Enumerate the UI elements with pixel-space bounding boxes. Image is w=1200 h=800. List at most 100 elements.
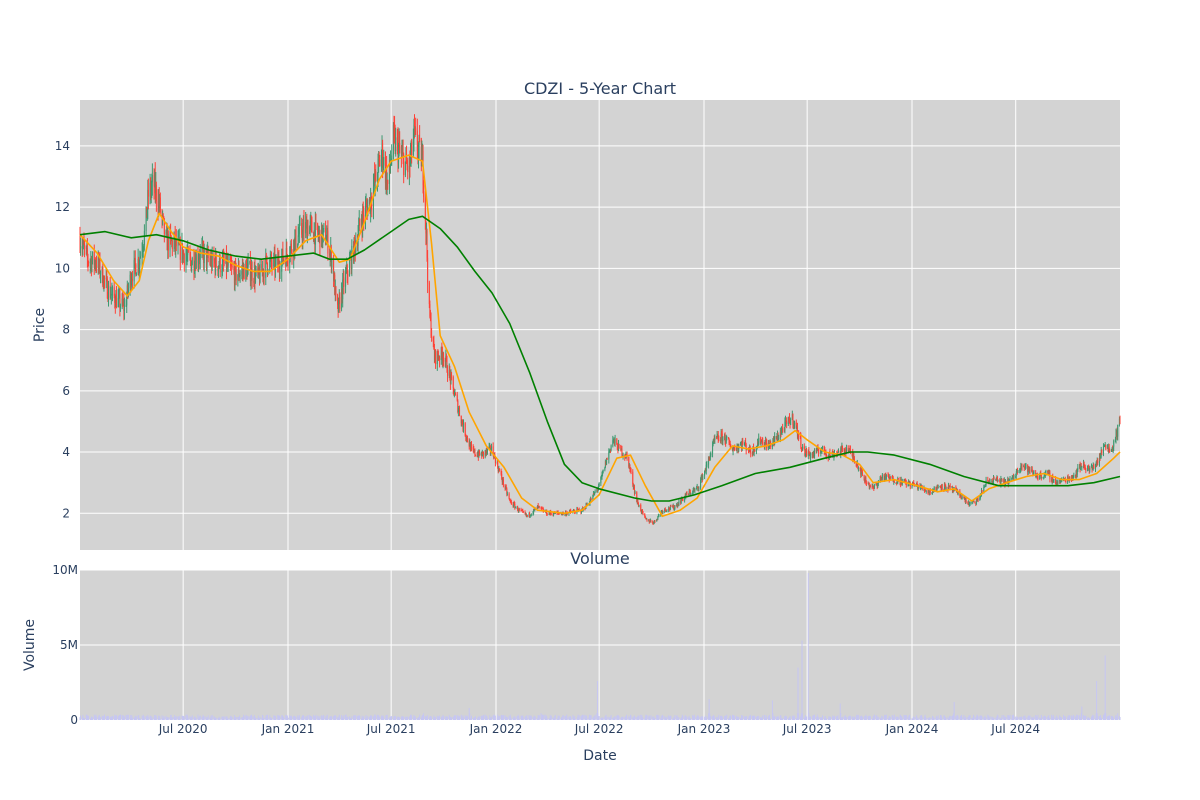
candle-body bbox=[756, 446, 758, 447]
volume-bar bbox=[210, 715, 212, 720]
candle-body bbox=[538, 506, 540, 508]
candle-body bbox=[646, 518, 648, 522]
volume-bar bbox=[849, 715, 851, 720]
volume-bar bbox=[510, 716, 512, 720]
candle bbox=[459, 405, 461, 417]
candle bbox=[337, 293, 339, 309]
candle-body bbox=[1102, 446, 1104, 453]
candle bbox=[1075, 474, 1077, 479]
volume-bar bbox=[773, 716, 775, 720]
volume-bar bbox=[700, 717, 702, 720]
candle bbox=[865, 480, 867, 486]
volume-bar bbox=[251, 716, 253, 720]
candle bbox=[1098, 453, 1100, 467]
volume-bar bbox=[800, 715, 802, 720]
candle bbox=[441, 342, 443, 359]
volume-bar bbox=[330, 717, 332, 720]
candle bbox=[468, 438, 470, 450]
candle-body bbox=[522, 510, 524, 512]
volume-bar bbox=[377, 717, 379, 720]
candle-body bbox=[100, 274, 102, 276]
volume-bar bbox=[802, 713, 804, 720]
volume-bar bbox=[195, 717, 197, 720]
candle bbox=[1108, 443, 1110, 454]
candle-body bbox=[221, 270, 223, 273]
volume-bar bbox=[790, 718, 792, 720]
volume-bar bbox=[713, 714, 715, 720]
candle bbox=[617, 446, 619, 454]
candle bbox=[458, 407, 460, 412]
candle-body bbox=[477, 454, 479, 457]
candle-body bbox=[428, 282, 430, 305]
candle-body bbox=[134, 258, 136, 261]
candle-body bbox=[617, 449, 619, 452]
candle-body bbox=[1028, 466, 1030, 472]
candle-body bbox=[516, 507, 518, 508]
volume-bar bbox=[113, 716, 115, 720]
candle bbox=[644, 515, 646, 519]
volume-bar bbox=[476, 718, 478, 720]
candle bbox=[481, 449, 483, 457]
candle-body bbox=[884, 476, 886, 480]
volume-bar bbox=[740, 717, 742, 720]
candle bbox=[750, 448, 752, 458]
candle-body bbox=[429, 316, 431, 318]
candle-body bbox=[134, 258, 136, 265]
candle-body bbox=[740, 443, 742, 445]
candle-body bbox=[521, 510, 523, 512]
volume-bar bbox=[231, 716, 233, 720]
candle bbox=[474, 454, 476, 457]
candle bbox=[522, 508, 524, 513]
volume-bar bbox=[449, 716, 451, 720]
candle-body bbox=[154, 174, 156, 194]
candle-body bbox=[365, 205, 367, 219]
candle-body bbox=[469, 442, 471, 451]
candle-body bbox=[117, 297, 119, 308]
candle-body bbox=[724, 435, 726, 442]
candle-body bbox=[911, 484, 913, 487]
volume-bar bbox=[696, 717, 698, 720]
candle-body bbox=[920, 486, 922, 489]
volume-bar bbox=[146, 716, 148, 720]
candle bbox=[514, 501, 516, 510]
candle-body bbox=[383, 157, 385, 166]
candle-body bbox=[773, 437, 775, 442]
volume-bar bbox=[473, 718, 475, 720]
candle bbox=[728, 437, 730, 446]
candle bbox=[984, 485, 986, 488]
volume-bar bbox=[662, 715, 664, 720]
candle bbox=[598, 482, 600, 487]
candle bbox=[924, 490, 926, 491]
volume-bar bbox=[313, 715, 315, 720]
volume-bar bbox=[537, 715, 539, 720]
volume-bar bbox=[387, 717, 389, 720]
volume-bar bbox=[186, 718, 188, 720]
volume-bar bbox=[380, 716, 382, 720]
candle bbox=[345, 266, 347, 294]
volume-bar bbox=[661, 714, 663, 720]
candle-body bbox=[478, 450, 480, 455]
price-y-axis-title: Price bbox=[32, 308, 48, 342]
volume-bar bbox=[877, 716, 879, 720]
candle-body bbox=[816, 448, 818, 453]
volume-bar bbox=[155, 715, 157, 720]
candle-body bbox=[964, 497, 966, 502]
candle bbox=[450, 369, 452, 385]
candle-body bbox=[162, 214, 164, 217]
candle-body bbox=[546, 514, 548, 516]
candle-body bbox=[481, 451, 483, 457]
candle bbox=[641, 509, 643, 515]
volume-bar bbox=[85, 714, 87, 720]
candle bbox=[429, 309, 431, 322]
volume-bar bbox=[628, 717, 630, 720]
candle-body bbox=[107, 298, 109, 300]
candle bbox=[880, 476, 882, 482]
volume-bar bbox=[202, 717, 204, 720]
volume-bar bbox=[461, 716, 463, 720]
candle bbox=[392, 122, 394, 160]
volume-bar bbox=[524, 717, 526, 720]
volume-bar bbox=[194, 716, 196, 720]
candle-body bbox=[374, 171, 376, 183]
candle bbox=[522, 510, 524, 514]
volume-bar bbox=[456, 715, 458, 720]
